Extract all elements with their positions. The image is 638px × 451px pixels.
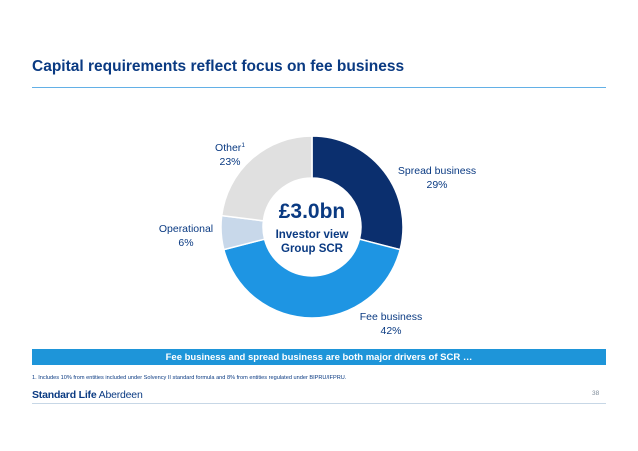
- footnote: 1. Includes 10% from entities included u…: [32, 375, 347, 381]
- label-spread-business-name: Spread business: [398, 165, 476, 177]
- label-other-name: Other1: [215, 142, 245, 154]
- label-other-footnote-mark: 1: [241, 142, 245, 149]
- slice-spread-business: [311, 135, 404, 251]
- page-title: Capital requirements reflect focus on fe…: [32, 58, 405, 75]
- title-divider: [32, 87, 606, 88]
- center-total: £3.0bn: [279, 200, 346, 223]
- logo-part-2: Aberdeen: [98, 389, 143, 401]
- label-other-value: 23%: [219, 156, 240, 168]
- slice-fee-business: [222, 238, 402, 319]
- slice-labels: Spread business 29% Fee business 42% Operati…: [159, 142, 476, 337]
- footer-divider: [32, 403, 606, 404]
- page-number: 38: [592, 390, 600, 397]
- slice-other: [220, 135, 313, 222]
- center-line-1: Investor view: [276, 229, 349, 241]
- label-operational-value: 6%: [178, 237, 193, 249]
- summary-banner: Fee business and spread business are bot…: [32, 349, 606, 365]
- logo-part-1: Standard Life: [32, 389, 97, 401]
- label-fee-business-value: 42%: [380, 325, 401, 337]
- company-logo: Standard Life Aberdeen: [32, 389, 143, 401]
- label-operational-name: Operational: [159, 223, 213, 235]
- label-fee-business-name: Fee business: [360, 311, 422, 323]
- label-spread-business-value: 29%: [426, 179, 447, 191]
- donut-slices: [220, 135, 404, 319]
- center-line-2: Group SCR: [281, 243, 344, 255]
